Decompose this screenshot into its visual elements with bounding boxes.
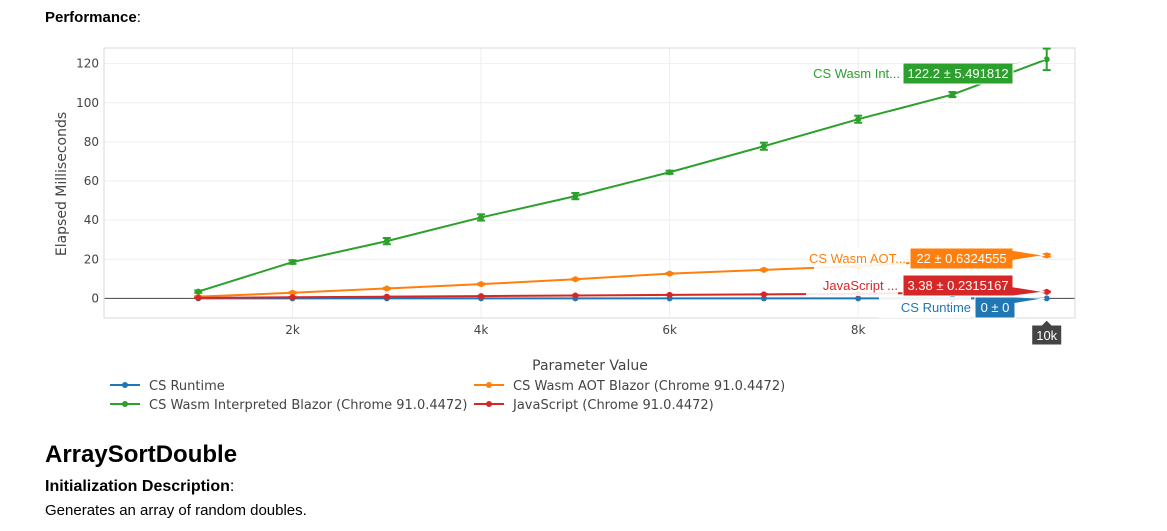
data-point [478, 281, 485, 288]
hover-name-bg [814, 248, 906, 269]
data-point [855, 295, 862, 302]
data-point [478, 214, 485, 221]
init-description-text: Generates an array of random doubles. [45, 502, 307, 519]
hover-value-text: 0 ± 0 [981, 300, 1010, 315]
legend-label: JavaScript (Chrome 91.0.4472) [512, 398, 714, 413]
data-point [383, 293, 390, 300]
data-point [760, 143, 767, 150]
hover-x-box [1031, 319, 1063, 346]
hover-value-text: 3.38 ± 0.2315167 [907, 278, 1008, 293]
x-axis-title: Parameter Value [532, 358, 648, 374]
section-label-text: Performance [45, 9, 137, 26]
hover-label-0: CS Wasm Int... 122.2 ± 5.491812 [813, 58, 1045, 85]
plot-area-border [103, 47, 1076, 319]
data-point [855, 116, 862, 123]
hover-value-box [909, 247, 1045, 270]
hover-value-text: 122.2 ± 5.491812 [907, 66, 1008, 81]
y-tick-label: 20 [84, 252, 99, 266]
data-point [760, 291, 767, 298]
legend-marker [122, 401, 128, 407]
x-tick-label: 4k [474, 323, 489, 337]
data-point [572, 292, 579, 299]
chart-hover-labels: CS Wasm Int... 122.2 ± 5.491812 CS Wasm AO… [806, 58, 1063, 346]
data-point [949, 91, 956, 98]
data-point [1043, 56, 1050, 63]
y-tick-label: 100 [76, 96, 99, 110]
data-point [289, 289, 296, 296]
data-point [289, 259, 296, 266]
y-tick-label: 60 [84, 174, 99, 188]
hover-name-bg [879, 297, 971, 318]
hover-series-name: CS Runtime [901, 300, 971, 315]
section-label: Performance: [45, 9, 141, 26]
data-point [666, 169, 673, 176]
data-point [666, 291, 673, 298]
hover-value-box [902, 58, 1045, 85]
init-description-label: Initialization Description: [45, 478, 234, 496]
x-tick-label: 8k [851, 323, 866, 337]
legend-item-2[interactable]: CS Wasm AOT Blazor (Chrome 91.0.4472) [474, 379, 785, 394]
series-line [197, 58, 1048, 293]
legend-item-1[interactable]: CS Wasm Interpreted Blazor (Chrome 91.0.… [110, 398, 468, 413]
hover-series-name: JavaScript ... [823, 278, 898, 293]
data-point [1043, 295, 1050, 302]
hover-series-name: CS Wasm AOT... [809, 251, 906, 266]
data-point [478, 293, 485, 300]
x-tick-label: 2k [285, 323, 300, 337]
legend-marker [486, 382, 492, 388]
data-point [289, 294, 296, 301]
legend-item-3[interactable]: JavaScript (Chrome 91.0.4472) [474, 398, 714, 413]
y-tick-label: 40 [84, 213, 99, 227]
data-point [760, 266, 767, 273]
data-point [572, 276, 579, 283]
hover-name-bg [806, 275, 898, 296]
data-point [1043, 288, 1050, 295]
hover-value-text: 22 ± 0.6324555 [916, 251, 1006, 266]
hover-value-box [974, 296, 1045, 319]
series-1 [194, 47, 1051, 295]
legend-label: CS Wasm AOT Blazor (Chrome 91.0.4472) [513, 379, 785, 394]
init-description-label-text: Initialization Description [45, 478, 230, 495]
data-point [572, 193, 579, 200]
y-tick-label: 80 [84, 135, 99, 149]
data-point [1043, 252, 1050, 259]
hover-label-2: JavaScript ... 3.38 ± 0.2315167 [806, 274, 1045, 297]
hover-label-1: CS Wasm AOT... 22 ± 0.6324555 [809, 247, 1045, 270]
data-point [666, 270, 673, 277]
legend-marker [122, 382, 128, 388]
x-tick-label: 6k [662, 323, 677, 337]
axis-ticks: 0 20 40 60 80 100 120 2k 4k 6k 8k [76, 57, 865, 337]
hover-x-text: 10k [1036, 328, 1057, 343]
hover-value-box [902, 274, 1045, 297]
hover-label-3: CS Runtime 0 ± 0 [879, 296, 1045, 319]
data-point [760, 295, 767, 302]
data-point [383, 285, 390, 292]
section-label-colon: : [136, 9, 141, 26]
data-point [195, 288, 202, 295]
y-axis-title: Elapsed Milliseconds [54, 112, 70, 256]
legend-label: CS Wasm Interpreted Blazor (Chrome 91.0.… [149, 398, 468, 413]
chart-legend[interactable]: CS Runtime CS Wasm AOT Blazor (Chrome 91.… [110, 379, 785, 413]
benchmark-title: ArraySortDouble [45, 441, 238, 468]
hover-x-label: 10k [1031, 319, 1063, 346]
legend-item-0[interactable]: CS Runtime [110, 379, 225, 394]
y-tick-label: 0 [91, 291, 99, 305]
legend-label: CS Runtime [149, 379, 225, 394]
legend-marker [486, 401, 492, 407]
data-point [195, 294, 202, 301]
data-point [383, 238, 390, 245]
hover-series-name: CS Wasm Int... [813, 66, 900, 81]
init-description-colon: : [229, 478, 235, 495]
y-tick-label: 120 [76, 57, 99, 71]
